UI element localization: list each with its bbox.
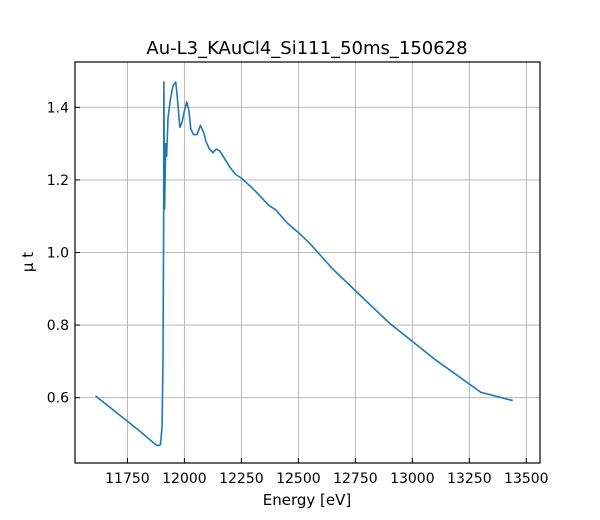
- x-axis-label: Energy [eV]: [263, 491, 351, 509]
- plot-frame: [74, 61, 541, 464]
- y-tick-label: 0.8: [47, 318, 69, 334]
- x-tick-label: 13000: [390, 471, 435, 487]
- y-tick-label: 0.6: [47, 391, 69, 407]
- x-tick-label: 13250: [447, 471, 492, 487]
- x-tick-label: 12000: [162, 471, 207, 487]
- tick-layer: 11750 12000 12250 12500 12750 13000 13250 13500…: [47, 100, 549, 487]
- x-tick-label: 12500: [276, 471, 321, 487]
- x-tick-label: 12750: [333, 471, 378, 487]
- y-tick-label: 1.4: [47, 100, 69, 116]
- y-axis-label: μ t: [19, 252, 37, 272]
- series-layer: [95, 81, 513, 447]
- x-tick-label: 11750: [105, 471, 150, 487]
- chart-title: Au-L3_KAuCl4_Si111_50ms_150628: [146, 38, 467, 59]
- x-tick-label: 13500: [504, 471, 549, 487]
- x-tick-label: 12250: [219, 471, 264, 487]
- y-tick-label: 1.2: [47, 173, 69, 189]
- grid-layer: [75, 62, 540, 463]
- y-tick-label: 1.0: [47, 246, 69, 262]
- series-line: [95, 81, 513, 447]
